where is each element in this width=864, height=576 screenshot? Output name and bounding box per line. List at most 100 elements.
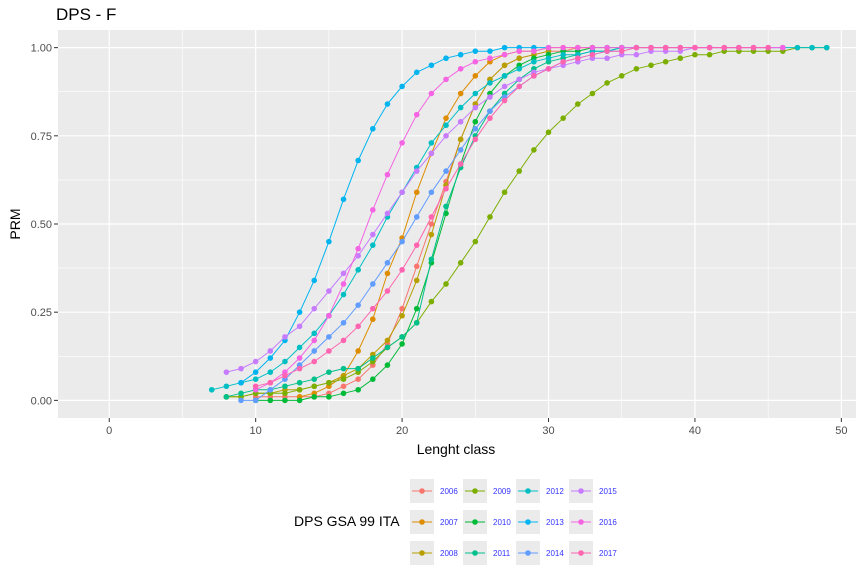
data-point — [706, 51, 713, 58]
data-point — [399, 238, 405, 245]
data-point — [487, 115, 493, 121]
data-point — [355, 348, 361, 354]
data-point — [472, 90, 479, 97]
data-point — [296, 386, 303, 393]
data-point — [238, 397, 244, 404]
series-line-2013 — [240, 47, 549, 384]
data-point — [413, 189, 420, 196]
data-point — [531, 73, 537, 79]
legend-label: 2006 — [440, 487, 458, 496]
legend-label: 2011 — [493, 549, 511, 558]
data-point — [677, 44, 684, 51]
data-point — [531, 48, 537, 54]
data-point — [413, 277, 420, 284]
data-point — [457, 147, 464, 153]
data-point — [428, 221, 435, 227]
legend-label: 2014 — [546, 549, 564, 558]
data-point — [326, 394, 332, 400]
data-point — [370, 376, 376, 383]
legend-key-point — [525, 519, 531, 525]
data-point — [633, 66, 640, 72]
legend-key-point — [525, 550, 531, 556]
y-axis: 0.00 0.25 0.50 0.75 1.00 — [31, 43, 58, 407]
data-point — [457, 118, 464, 125]
legend-item-2015: 2015 — [569, 479, 617, 503]
data-point — [311, 337, 318, 344]
data-point — [604, 48, 610, 54]
x-tick-label: 10 — [250, 425, 262, 437]
data-point — [692, 51, 698, 58]
data-point — [311, 305, 318, 312]
series-layer — [208, 44, 830, 404]
data-point — [501, 44, 508, 51]
data-point — [384, 337, 391, 344]
data-point — [296, 397, 303, 404]
data-point — [487, 80, 493, 86]
data-point — [326, 312, 332, 319]
data-point — [252, 369, 259, 375]
data-point — [516, 55, 523, 62]
data-point — [238, 390, 244, 397]
data-point — [282, 334, 288, 340]
data-point — [560, 58, 566, 65]
data-point — [267, 348, 274, 354]
data-point — [340, 365, 347, 372]
data-point — [267, 355, 274, 361]
data-point — [384, 344, 391, 351]
data-point — [516, 48, 523, 54]
data-point — [428, 90, 435, 97]
data-point — [457, 136, 464, 143]
legend-label: 2016 — [599, 518, 617, 527]
data-point — [399, 312, 405, 319]
data-point — [252, 383, 259, 390]
data-point — [208, 386, 215, 393]
data-point — [296, 323, 303, 330]
y-tick-label: 0.25 — [31, 307, 52, 319]
data-point — [223, 369, 230, 375]
data-point — [487, 108, 493, 114]
data-point — [355, 323, 361, 330]
data-point — [399, 267, 405, 273]
data-point — [648, 62, 654, 69]
data-point — [487, 214, 493, 220]
y-tick-label: 0.00 — [31, 395, 52, 407]
data-point — [501, 97, 508, 104]
legend-item-2009: 2009 — [463, 479, 511, 503]
data-point — [384, 260, 391, 266]
data-point — [750, 44, 757, 51]
data-point — [574, 101, 581, 107]
data-point — [413, 168, 420, 174]
data-point — [355, 267, 361, 273]
data-point — [443, 168, 449, 174]
data-point — [311, 358, 318, 365]
data-point — [589, 90, 596, 97]
data-point — [326, 288, 332, 294]
data-point — [296, 344, 303, 351]
legend-key-point — [419, 488, 425, 494]
legend-label: 2010 — [493, 518, 511, 527]
data-point — [413, 214, 420, 220]
data-point — [531, 147, 537, 153]
data-point — [282, 358, 288, 365]
data-point — [516, 83, 523, 90]
data-point — [501, 73, 508, 79]
legend-key-point — [578, 488, 584, 494]
legend-label: 2012 — [546, 487, 564, 496]
data-point — [428, 189, 435, 196]
data-point — [384, 171, 391, 178]
data-point — [296, 309, 303, 315]
data-point — [809, 44, 815, 51]
data-point — [282, 383, 288, 390]
legend: DPS GSA 99 ITA 2006 2007 2008 2009 2010 2011 2… — [294, 479, 617, 565]
data-point — [428, 256, 435, 263]
data-point — [604, 80, 610, 86]
data-point — [472, 48, 479, 54]
legend-item-2008: 2008 — [410, 541, 458, 565]
legend-key-point — [419, 519, 425, 525]
data-point — [501, 62, 508, 69]
legend-item-2016: 2016 — [569, 510, 617, 534]
data-point — [457, 90, 464, 97]
data-point — [340, 281, 347, 287]
data-point — [326, 348, 332, 354]
data-point — [340, 337, 347, 344]
